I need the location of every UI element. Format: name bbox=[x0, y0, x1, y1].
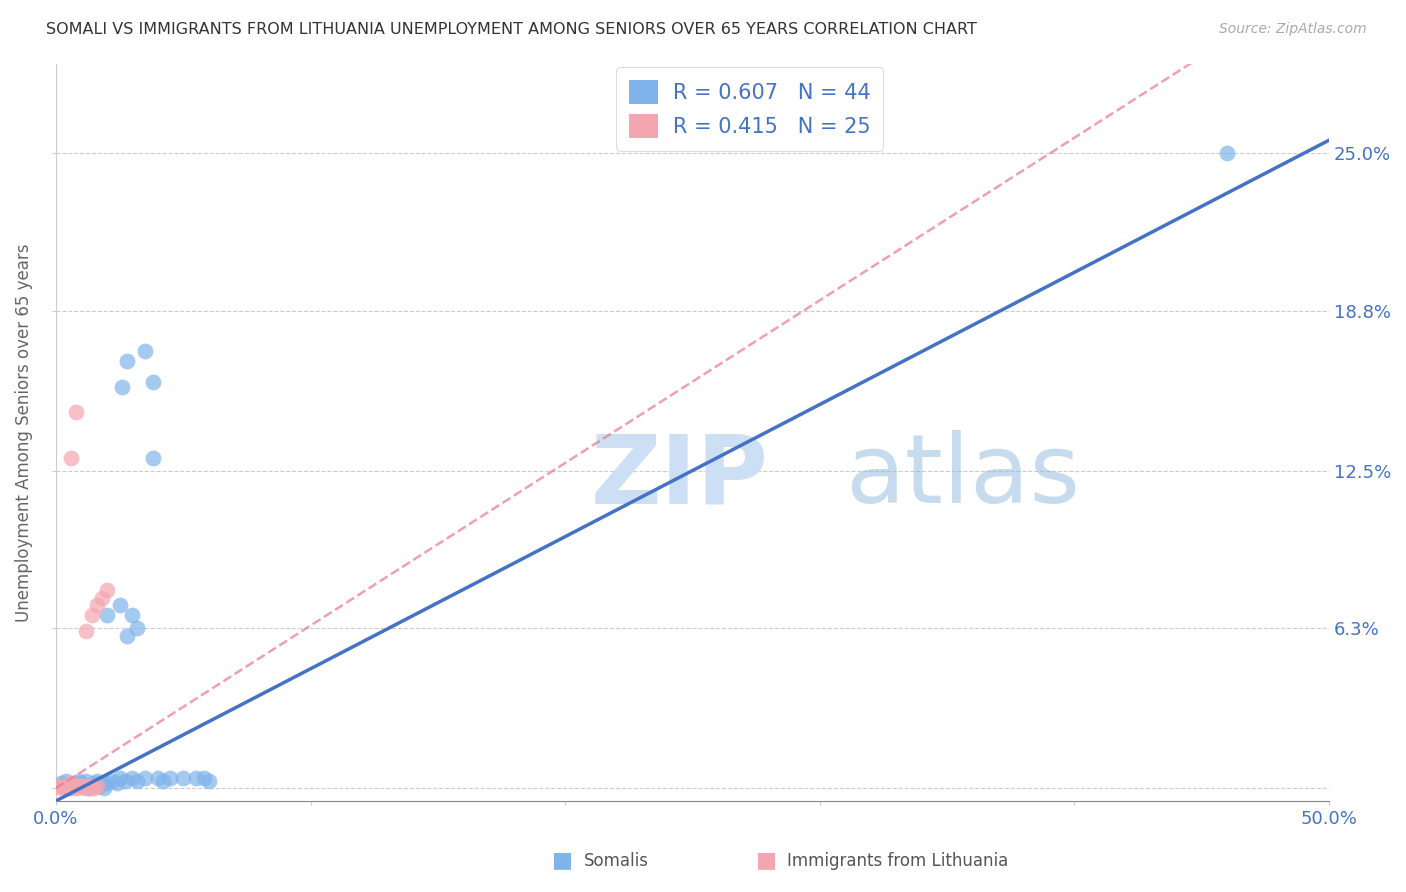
Point bbox=[127, 773, 149, 788]
Point bbox=[114, 773, 136, 788]
Point bbox=[48, 779, 70, 793]
Point bbox=[80, 779, 103, 793]
Point bbox=[86, 779, 108, 793]
Point bbox=[75, 624, 97, 638]
Point bbox=[90, 776, 112, 790]
Point bbox=[58, 781, 80, 796]
Point bbox=[77, 781, 100, 796]
Point bbox=[134, 771, 156, 785]
Point bbox=[70, 779, 93, 793]
Point bbox=[111, 380, 134, 394]
Point bbox=[67, 779, 90, 793]
Point bbox=[159, 771, 181, 785]
Point bbox=[52, 779, 75, 793]
Point bbox=[105, 776, 128, 790]
Point bbox=[58, 779, 80, 793]
Point bbox=[184, 771, 207, 785]
Text: SOMALI VS IMMIGRANTS FROM LITHUANIA UNEMPLOYMENT AMONG SENIORS OVER 65 YEARS COR: SOMALI VS IMMIGRANTS FROM LITHUANIA UNEM… bbox=[46, 22, 977, 37]
Point bbox=[89, 779, 111, 793]
Point bbox=[67, 773, 90, 788]
Point bbox=[115, 354, 138, 368]
Point bbox=[80, 779, 103, 793]
Point bbox=[70, 776, 93, 790]
Point bbox=[55, 781, 77, 796]
Point bbox=[83, 776, 105, 790]
Point bbox=[134, 344, 156, 359]
Point bbox=[62, 779, 84, 793]
Point bbox=[108, 771, 131, 785]
Point bbox=[115, 629, 138, 643]
Point bbox=[77, 781, 100, 796]
Point bbox=[90, 591, 112, 605]
Point bbox=[65, 781, 87, 796]
Point bbox=[193, 771, 215, 785]
Text: Immigrants from Lithuania: Immigrants from Lithuania bbox=[787, 852, 1008, 870]
Y-axis label: Unemployment Among Seniors over 65 years: Unemployment Among Seniors over 65 years bbox=[15, 244, 32, 622]
Text: Somalis: Somalis bbox=[583, 852, 648, 870]
Point bbox=[65, 779, 87, 793]
Point bbox=[49, 776, 72, 790]
Point bbox=[197, 773, 219, 788]
Point bbox=[93, 781, 115, 796]
Text: atlas: atlas bbox=[845, 430, 1080, 524]
Text: ■: ■ bbox=[756, 850, 776, 870]
Text: Source: ZipAtlas.com: Source: ZipAtlas.com bbox=[1219, 22, 1367, 37]
Point bbox=[86, 773, 108, 788]
Point bbox=[60, 776, 83, 790]
Legend: R = 0.607   N = 44, R = 0.415   N = 25: R = 0.607 N = 44, R = 0.415 N = 25 bbox=[616, 67, 883, 151]
Point bbox=[60, 779, 83, 793]
Point bbox=[60, 781, 83, 796]
Point bbox=[60, 450, 83, 465]
Text: ■: ■ bbox=[553, 850, 572, 870]
Point bbox=[121, 608, 143, 623]
Point bbox=[96, 776, 118, 790]
Point bbox=[80, 608, 103, 623]
Point bbox=[52, 779, 75, 793]
Point bbox=[101, 773, 124, 788]
Point bbox=[1216, 146, 1239, 161]
Point bbox=[96, 608, 118, 623]
Point bbox=[121, 771, 143, 785]
Point bbox=[73, 779, 96, 793]
Point bbox=[146, 771, 169, 785]
Point bbox=[142, 375, 165, 389]
Point bbox=[75, 773, 97, 788]
Point bbox=[96, 582, 118, 597]
Point bbox=[86, 599, 108, 613]
Point bbox=[108, 599, 131, 613]
Point bbox=[142, 450, 165, 465]
Point bbox=[49, 781, 72, 796]
Point bbox=[65, 405, 87, 419]
Point bbox=[73, 781, 96, 796]
Point bbox=[127, 621, 149, 635]
Point bbox=[62, 779, 84, 793]
Text: ZIP: ZIP bbox=[591, 430, 769, 524]
Point bbox=[172, 771, 194, 785]
Point bbox=[152, 773, 174, 788]
Point bbox=[62, 776, 84, 790]
Point bbox=[75, 779, 97, 793]
Point bbox=[55, 773, 77, 788]
Point bbox=[83, 781, 105, 796]
